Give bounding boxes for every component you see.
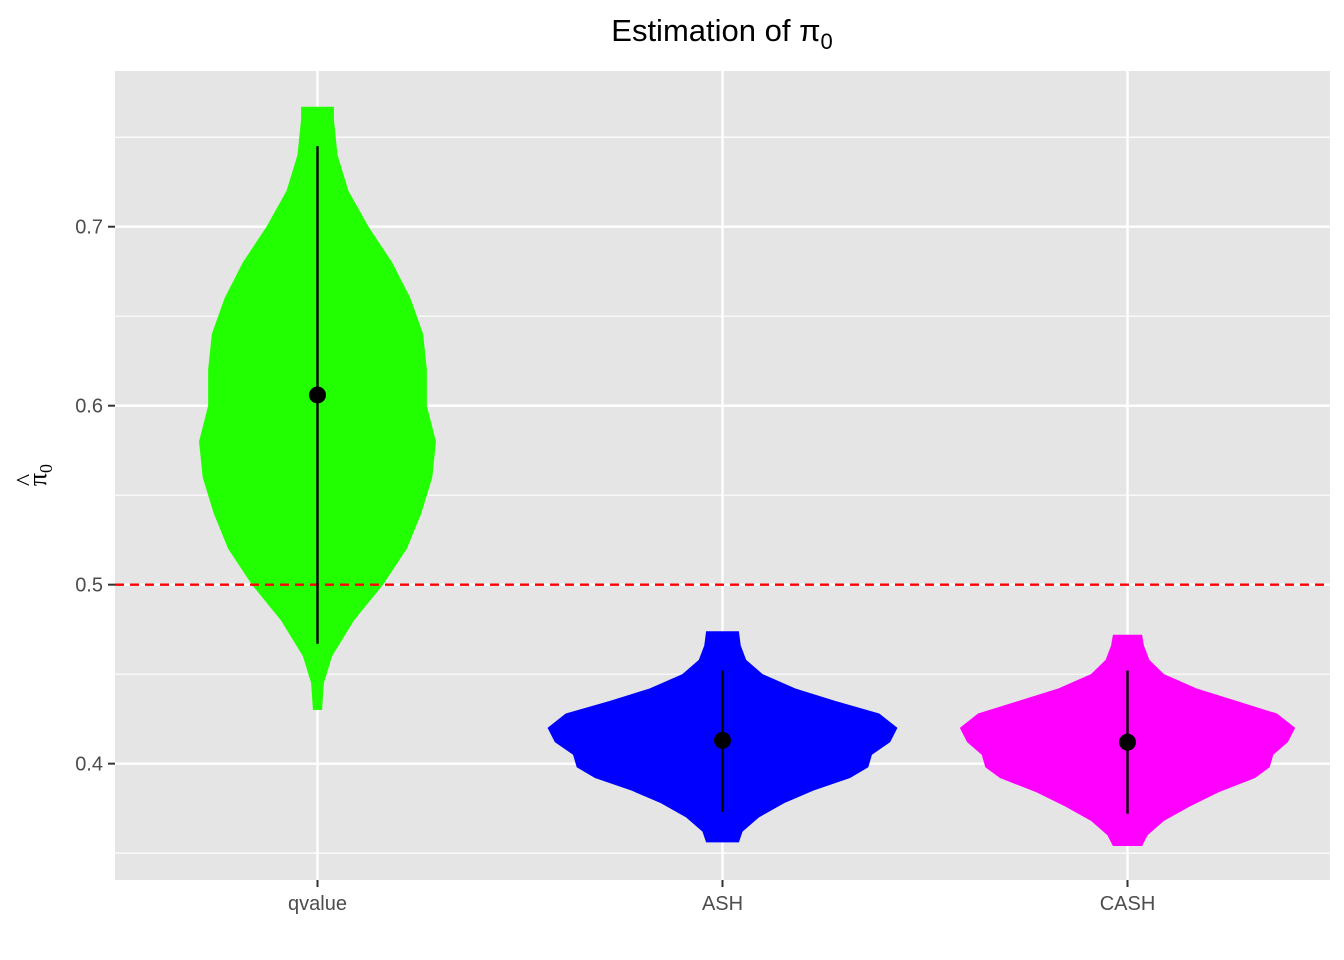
chart-title-subscript: 0: [820, 29, 832, 54]
point-qvalue: [309, 386, 326, 404]
chart-title-main: Estimation of π: [611, 13, 820, 48]
intervals: [309, 146, 1136, 814]
x-tick-label: CASH: [1100, 893, 1156, 915]
point-ash: [714, 731, 731, 749]
x-tick-label: ASH: [702, 893, 743, 915]
point-cash: [1119, 733, 1136, 751]
y-axis-label-hat: ^: [11, 474, 40, 486]
x-axis: qvalue ASH CASH: [288, 880, 1155, 915]
y-tick-label: 0.6: [75, 396, 103, 418]
y-axis: 0.4 0.5 0.6 0.7: [75, 217, 115, 776]
svg-text:π0: π0: [23, 464, 56, 486]
y-axis-label-main: π: [23, 473, 52, 486]
y-tick-label: 0.4: [75, 754, 103, 776]
x-tick-label: qvalue: [288, 893, 347, 915]
y-axis-label: π0 ^: [11, 464, 56, 486]
y-tick-label: 0.5: [75, 575, 103, 597]
y-axis-label-subscript: 0: [36, 464, 56, 473]
y-tick-label: 0.7: [75, 217, 103, 239]
chart-title: Estimation of π0: [611, 13, 832, 54]
